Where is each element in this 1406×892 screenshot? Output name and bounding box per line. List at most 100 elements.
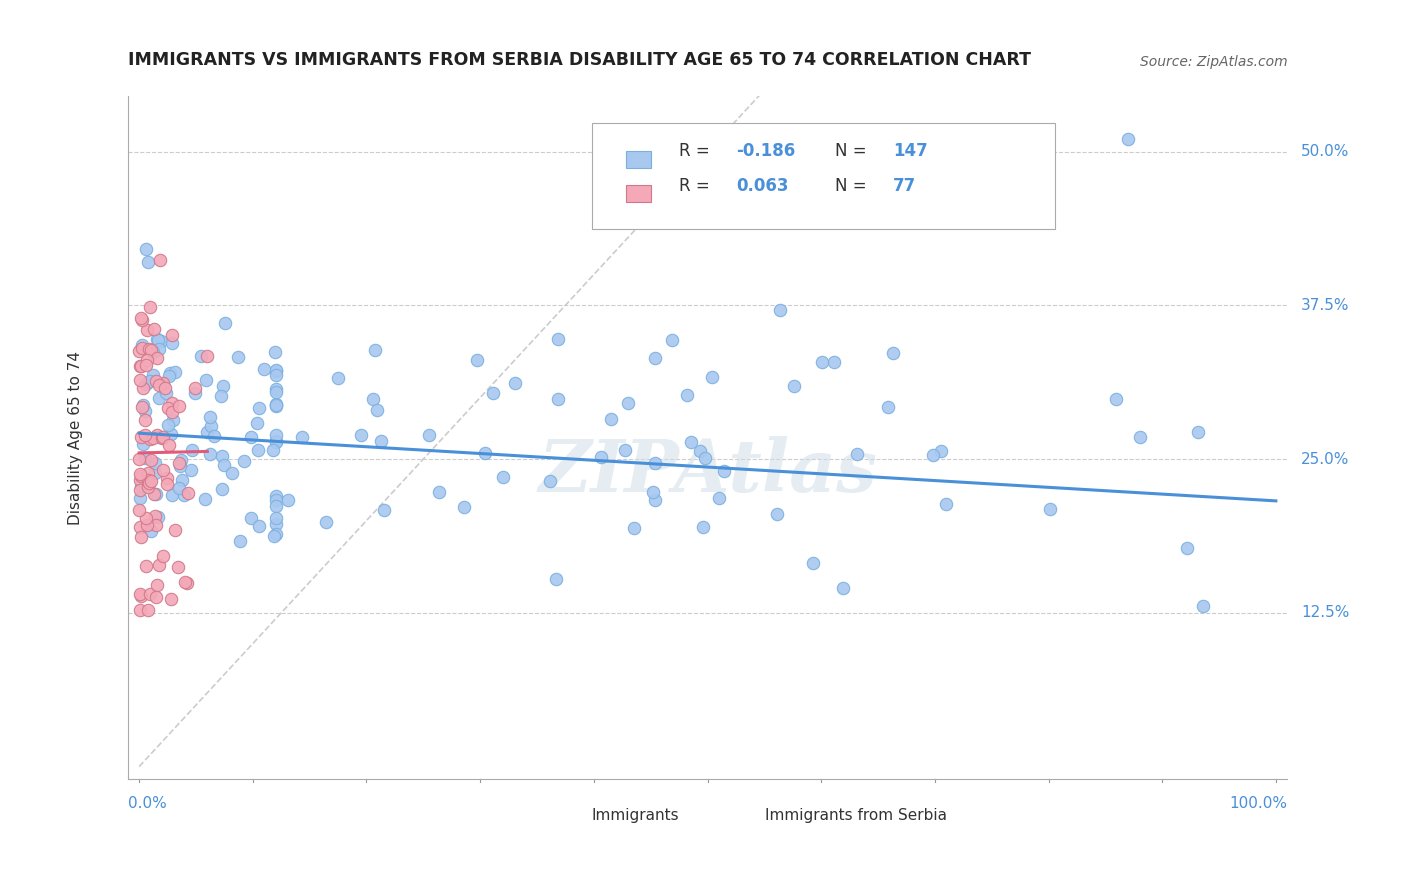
Point	[160, 488, 183, 502]
FancyBboxPatch shape	[626, 151, 651, 168]
Point	[166, 559, 188, 574]
Point	[128, 373, 150, 387]
Point	[929, 444, 952, 458]
Point	[138, 342, 160, 356]
Point	[142, 345, 165, 359]
Point	[823, 355, 845, 369]
Point	[173, 574, 195, 589]
Point	[134, 403, 156, 417]
Point	[145, 351, 167, 365]
Point	[167, 399, 190, 413]
Point	[156, 477, 179, 491]
Point	[695, 451, 717, 466]
Point	[152, 430, 174, 444]
Point	[138, 255, 160, 269]
Point	[132, 437, 155, 451]
Point	[129, 359, 152, 373]
FancyBboxPatch shape	[731, 808, 759, 823]
Text: Source: ZipAtlas.com: Source: ZipAtlas.com	[1140, 54, 1288, 69]
Point	[264, 493, 287, 508]
Text: 77: 77	[893, 178, 917, 195]
Point	[134, 412, 156, 426]
Text: 0.0%: 0.0%	[128, 796, 166, 811]
Point	[264, 511, 287, 525]
Point	[264, 399, 287, 413]
Text: 100.0%: 100.0%	[1229, 796, 1288, 811]
Point	[247, 519, 270, 533]
Point	[922, 448, 945, 462]
Point	[162, 413, 184, 427]
Point	[221, 467, 243, 481]
Point	[264, 384, 287, 399]
Point	[769, 302, 792, 317]
Point	[146, 333, 169, 347]
Point	[623, 520, 645, 534]
Point	[135, 242, 157, 256]
Point	[465, 352, 488, 367]
Point	[1187, 425, 1209, 440]
Text: R =: R =	[679, 178, 714, 195]
Text: ZIPAtlas: ZIPAtlas	[538, 436, 877, 508]
Point	[503, 376, 526, 391]
Point	[644, 456, 666, 470]
Point	[366, 403, 388, 417]
Point	[138, 475, 160, 490]
Point	[326, 371, 349, 385]
Point	[129, 530, 152, 544]
Point	[183, 385, 205, 400]
Text: 0.063: 0.063	[737, 178, 789, 195]
Point	[246, 442, 269, 457]
Point	[136, 375, 159, 389]
Point	[264, 517, 287, 532]
FancyBboxPatch shape	[592, 123, 1056, 229]
Point	[149, 334, 172, 348]
Point	[145, 487, 167, 501]
Point	[142, 431, 165, 445]
Point	[935, 497, 957, 511]
Point	[427, 484, 450, 499]
Point	[262, 442, 284, 457]
Point	[882, 346, 904, 360]
Point	[139, 475, 162, 489]
Point	[131, 313, 153, 327]
Point	[170, 474, 193, 488]
Point	[160, 592, 183, 607]
Point	[264, 527, 287, 541]
Point	[129, 311, 152, 326]
Point	[153, 381, 176, 395]
Point	[129, 587, 152, 601]
Point	[169, 459, 191, 474]
Point	[200, 447, 222, 461]
Point	[136, 352, 159, 367]
Point	[246, 416, 269, 430]
Point	[1129, 430, 1152, 444]
Point	[128, 451, 150, 466]
Point	[233, 454, 256, 468]
Point	[277, 492, 299, 507]
Point	[136, 518, 159, 533]
Point	[599, 411, 621, 425]
Point	[129, 479, 152, 493]
Point	[263, 344, 285, 359]
Point	[641, 484, 664, 499]
Point	[128, 520, 150, 534]
Point	[370, 434, 392, 449]
Point	[700, 370, 723, 384]
Point	[482, 386, 505, 401]
Point	[264, 398, 287, 412]
Point	[176, 575, 198, 590]
Point	[135, 358, 157, 372]
Point	[801, 556, 824, 570]
Point	[614, 443, 637, 458]
Point	[209, 389, 232, 403]
Point	[176, 486, 198, 500]
Point	[142, 368, 165, 382]
Point	[263, 529, 285, 543]
Point	[152, 549, 174, 563]
Point	[135, 510, 157, 524]
Point	[157, 438, 180, 452]
Point	[617, 396, 640, 410]
Point	[264, 499, 287, 513]
Text: Disability Age 65 to 74: Disability Age 65 to 74	[67, 351, 83, 524]
Point	[131, 338, 153, 352]
